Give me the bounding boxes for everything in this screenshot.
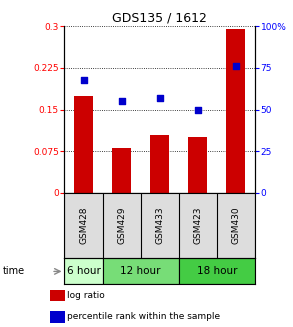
Text: time: time [3,267,25,276]
Text: 6 hour: 6 hour [67,267,100,276]
Text: GSM429: GSM429 [117,207,126,244]
Text: 18 hour: 18 hour [197,267,237,276]
Point [157,95,162,100]
Text: percentile rank within the sample: percentile rank within the sample [67,312,220,321]
Text: GSM433: GSM433 [155,207,164,245]
Text: log ratio: log ratio [67,291,105,300]
Text: GSM423: GSM423 [193,207,202,244]
Point [81,77,86,82]
Bar [74,95,93,193]
Bar [188,137,207,193]
Bar [103,258,179,284]
Title: GDS135 / 1612: GDS135 / 1612 [112,12,207,25]
Bar [50,311,64,323]
Point [195,107,200,112]
Bar [226,29,245,193]
Bar [112,148,131,193]
Bar [150,134,169,193]
Bar [179,258,255,284]
Text: GSM428: GSM428 [79,207,88,244]
Text: 12 hour: 12 hour [120,267,161,276]
Point [234,63,238,69]
Bar [64,258,103,284]
Point [119,98,124,104]
Bar [50,290,64,301]
Text: GSM430: GSM430 [231,207,240,245]
